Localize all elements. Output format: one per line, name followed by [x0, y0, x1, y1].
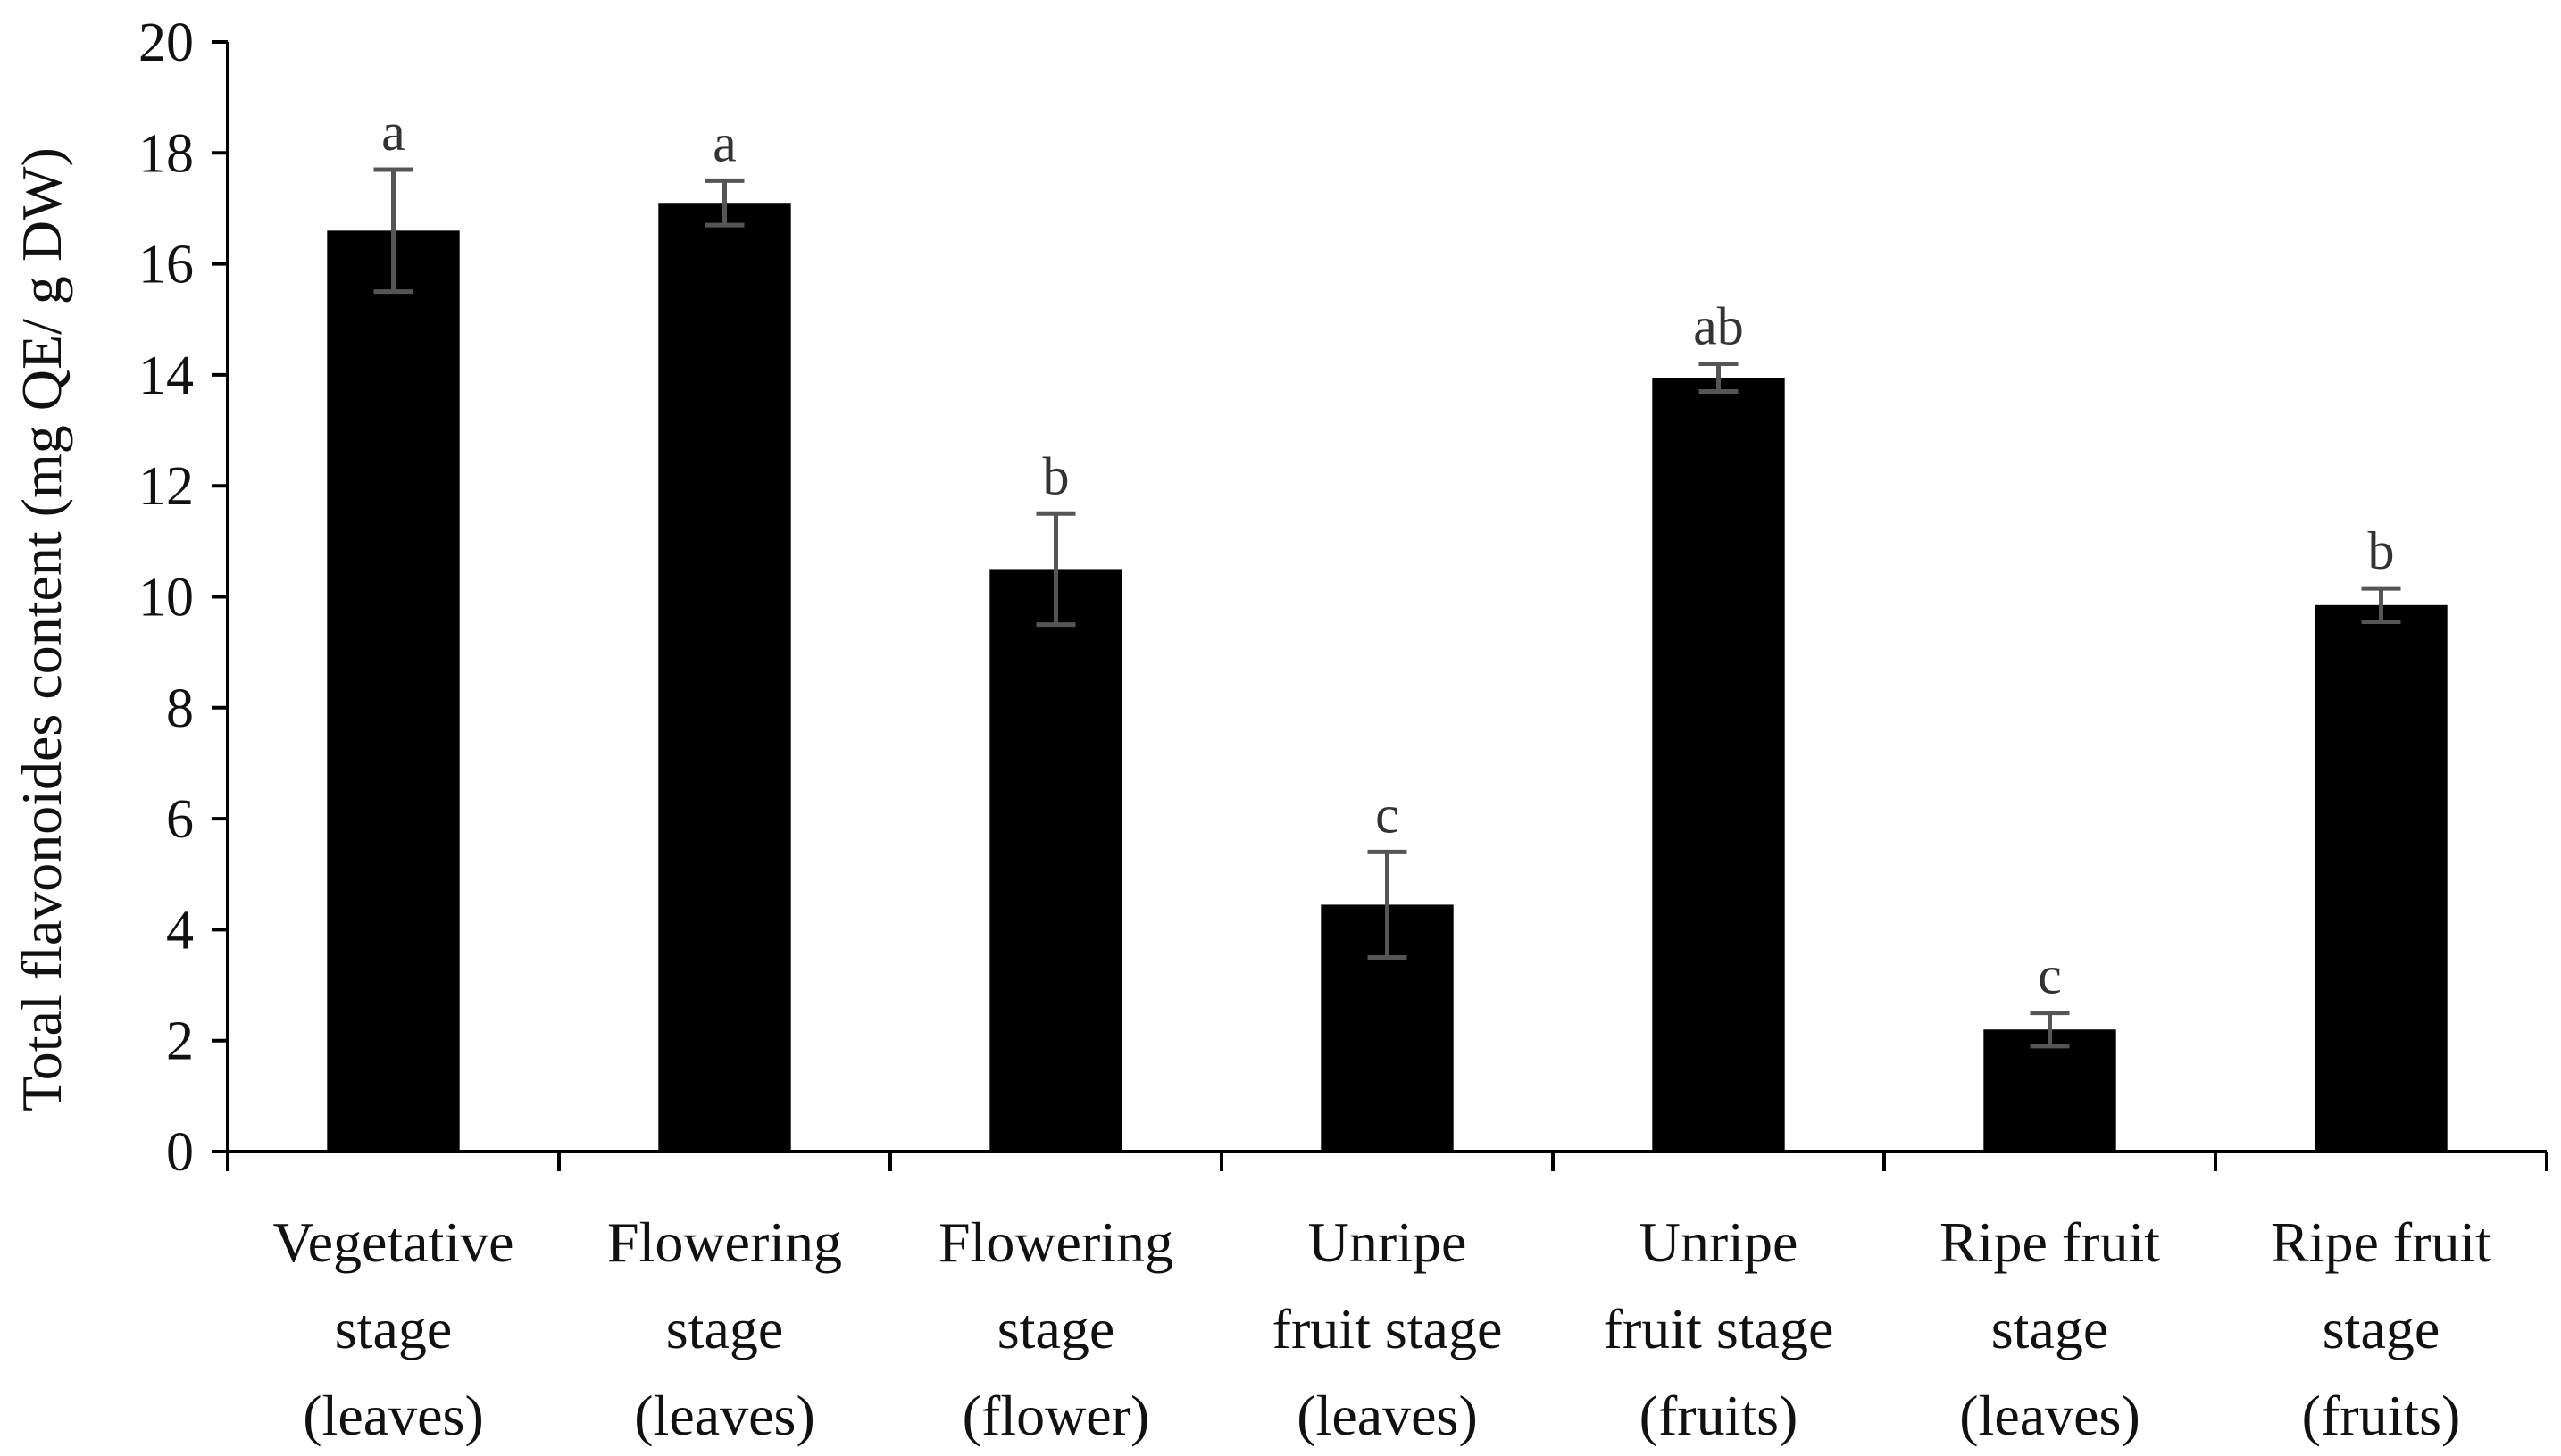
y-tick-label: 6 — [166, 789, 194, 850]
category-label: Unripe fruit stage (leaves) — [1272, 1211, 1503, 1447]
y-tick-label: 20 — [138, 12, 194, 73]
category-labels: Vegetative stage (leaves) Flowering stage (le… — [272, 1211, 2491, 1447]
category-label-line: Unripe — [1639, 1211, 1798, 1274]
category-label-line: Unripe — [1308, 1211, 1467, 1274]
category-label: Unripe fruit stage (fruits) — [1604, 1211, 1834, 1447]
x-axis — [226, 1150, 2548, 1171]
y-tick-label: 12 — [138, 456, 194, 517]
category-label-line: stage — [335, 1297, 453, 1360]
category-label-line: (leaves) — [1959, 1384, 2140, 1447]
category-label-line: Ripe fruit — [1940, 1211, 2160, 1274]
bar — [327, 230, 460, 1152]
bar — [658, 203, 791, 1152]
bars — [327, 203, 2448, 1152]
y-tick-label: 2 — [166, 1011, 194, 1072]
significance-label: b — [1043, 446, 1070, 505]
category-label: Flowering stage (flower) — [938, 1211, 1173, 1447]
category-label-line: (leaves) — [303, 1384, 484, 1447]
bar — [1983, 1029, 2116, 1152]
category-label-line: Flowering — [938, 1211, 1173, 1274]
y-tick-label: 8 — [166, 678, 194, 739]
category-label: Ripe fruit stage (fruits) — [2271, 1211, 2491, 1447]
category-label: Flowering stage (leaves) — [607, 1211, 842, 1447]
y-tick-label: 4 — [166, 900, 194, 961]
category-label: Vegetative stage (leaves) — [272, 1211, 513, 1447]
significance-label: b — [2368, 521, 2395, 580]
category-label-line: Flowering — [607, 1211, 842, 1274]
category-label-line: (leaves) — [634, 1384, 815, 1447]
y-axis-title: Total flavonoides content (mg QE/ g DW) — [10, 147, 73, 1111]
significance-label: ab — [1693, 296, 1744, 355]
y-axis: 0 2 4 6 8 10 12 14 16 18 20 — [138, 12, 229, 1183]
bar — [2315, 604, 2448, 1152]
y-tick-label: 0 — [166, 1122, 194, 1183]
y-tick-label: 10 — [138, 568, 194, 628]
bar — [1652, 378, 1785, 1152]
y-tick-label: 14 — [138, 345, 194, 406]
category-label-line: stage — [2323, 1297, 2440, 1360]
category-label-line: fruit stage — [1272, 1297, 1503, 1360]
category-label-line: (fruits) — [2302, 1384, 2461, 1447]
error-bars — [373, 167, 2401, 1049]
significance-label: a — [713, 113, 737, 172]
bar — [989, 569, 1122, 1152]
category-label-line: fruit stage — [1604, 1297, 1834, 1360]
significance-label: c — [2038, 946, 2062, 1005]
category-label-line: Ripe fruit — [2271, 1211, 2491, 1274]
category-label-line: (flower) — [963, 1384, 1150, 1447]
category-label-line: stage — [997, 1297, 1115, 1360]
significance-label: a — [381, 103, 405, 162]
category-label-line: Vegetative — [272, 1211, 513, 1274]
category-label-line: (leaves) — [1297, 1384, 1478, 1447]
category-label-line: (fruits) — [1639, 1384, 1798, 1447]
significance-label: c — [1375, 785, 1399, 844]
category-label: Ripe fruit stage (leaves) — [1940, 1211, 2160, 1447]
y-tick-label: 16 — [138, 235, 194, 295]
y-tick-label: 18 — [138, 123, 194, 184]
category-label-line: stage — [1991, 1297, 2109, 1360]
category-label-line: stage — [666, 1297, 784, 1360]
